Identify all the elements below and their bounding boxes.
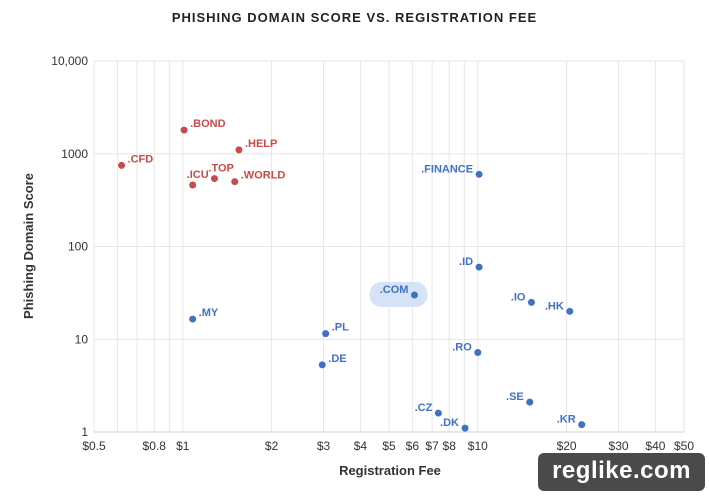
point-label: .HK (545, 300, 564, 312)
x-tick-label: $2 (265, 439, 279, 453)
point-label: .MY (199, 307, 219, 319)
point-label: .ICU (187, 169, 209, 181)
grid-layer (93, 60, 685, 433)
data-point (474, 348, 482, 356)
point-label: .WORLD (241, 170, 286, 182)
y-tick-label: 10,000 (51, 54, 88, 68)
y-tick-label: 100 (68, 240, 88, 254)
point-label: .PL (332, 322, 349, 334)
point-label: .RO (452, 341, 472, 353)
y-tick-label: 10 (75, 332, 89, 346)
point-label: .KR (557, 414, 576, 426)
point-label: .FINANCE (421, 163, 473, 175)
x-tick-label: $8 (443, 439, 457, 453)
x-tick-label: $1 (176, 439, 190, 453)
data-point (434, 409, 442, 417)
y-tick-label: 1 (81, 425, 88, 439)
data-point (526, 398, 534, 406)
data-point (231, 178, 239, 186)
data-point (210, 175, 218, 183)
data-point (318, 361, 326, 369)
x-tick-label: $4 (354, 439, 368, 453)
data-point (189, 315, 197, 323)
x-axis-label: Registration Fee (339, 463, 441, 478)
data-point (410, 291, 418, 299)
data-point (118, 161, 126, 169)
data-point (189, 181, 197, 189)
data-point (475, 263, 483, 271)
point-layer: .CFD .BOND .HELP .ICU.TOP .WORLD .FINANCE .ID.… (118, 118, 586, 432)
x-tick-label: $30 (609, 439, 629, 453)
x-tick-label: $6 (406, 439, 420, 453)
point-label: .CZ (415, 402, 433, 414)
x-tick-label: $40 (645, 439, 665, 453)
point-label: .SE (506, 391, 524, 403)
y-tick-label: 1000 (61, 147, 88, 161)
axis-layer: $0.5 $0.8 $1 $2 $3 $4 $5 $6 $7 $8 $10 $20 $30 $40 $50 1… (51, 54, 694, 453)
point-label: .DE (328, 353, 346, 365)
watermark-logo: reglike.com (538, 453, 705, 491)
point-label: .DK (440, 417, 459, 429)
data-point (578, 421, 586, 429)
data-point (527, 298, 535, 306)
data-point (566, 307, 574, 315)
chart-title: PHISHING DOMAIN SCORE VS. REGISTRATION F… (171, 10, 538, 25)
x-tick-label: $10 (468, 439, 488, 453)
x-tick-label: $3 (317, 439, 331, 453)
point-label: .ID (459, 256, 473, 268)
x-tick-label: $5 (382, 439, 396, 453)
y-axis-label: Phishing Domain Score (21, 173, 36, 319)
data-point (180, 126, 188, 134)
point-label: .BOND (190, 118, 226, 130)
data-point (322, 330, 330, 338)
point-label: .CFD (128, 153, 154, 165)
data-point (235, 146, 243, 154)
point-label: .IO (511, 291, 526, 303)
point-label: .HELP (245, 138, 277, 150)
x-tick-label: $7 (425, 439, 439, 453)
x-tick-label: $0.5 (82, 439, 106, 453)
point-label: .COM (380, 284, 409, 296)
data-point (475, 170, 483, 178)
point-label: .TOP (208, 163, 233, 175)
data-point (461, 424, 469, 432)
x-tick-label: $0.8 (143, 439, 167, 453)
x-tick-label: $50 (674, 439, 694, 453)
highlight-pill (369, 281, 428, 307)
x-tick-label: $20 (557, 439, 577, 453)
